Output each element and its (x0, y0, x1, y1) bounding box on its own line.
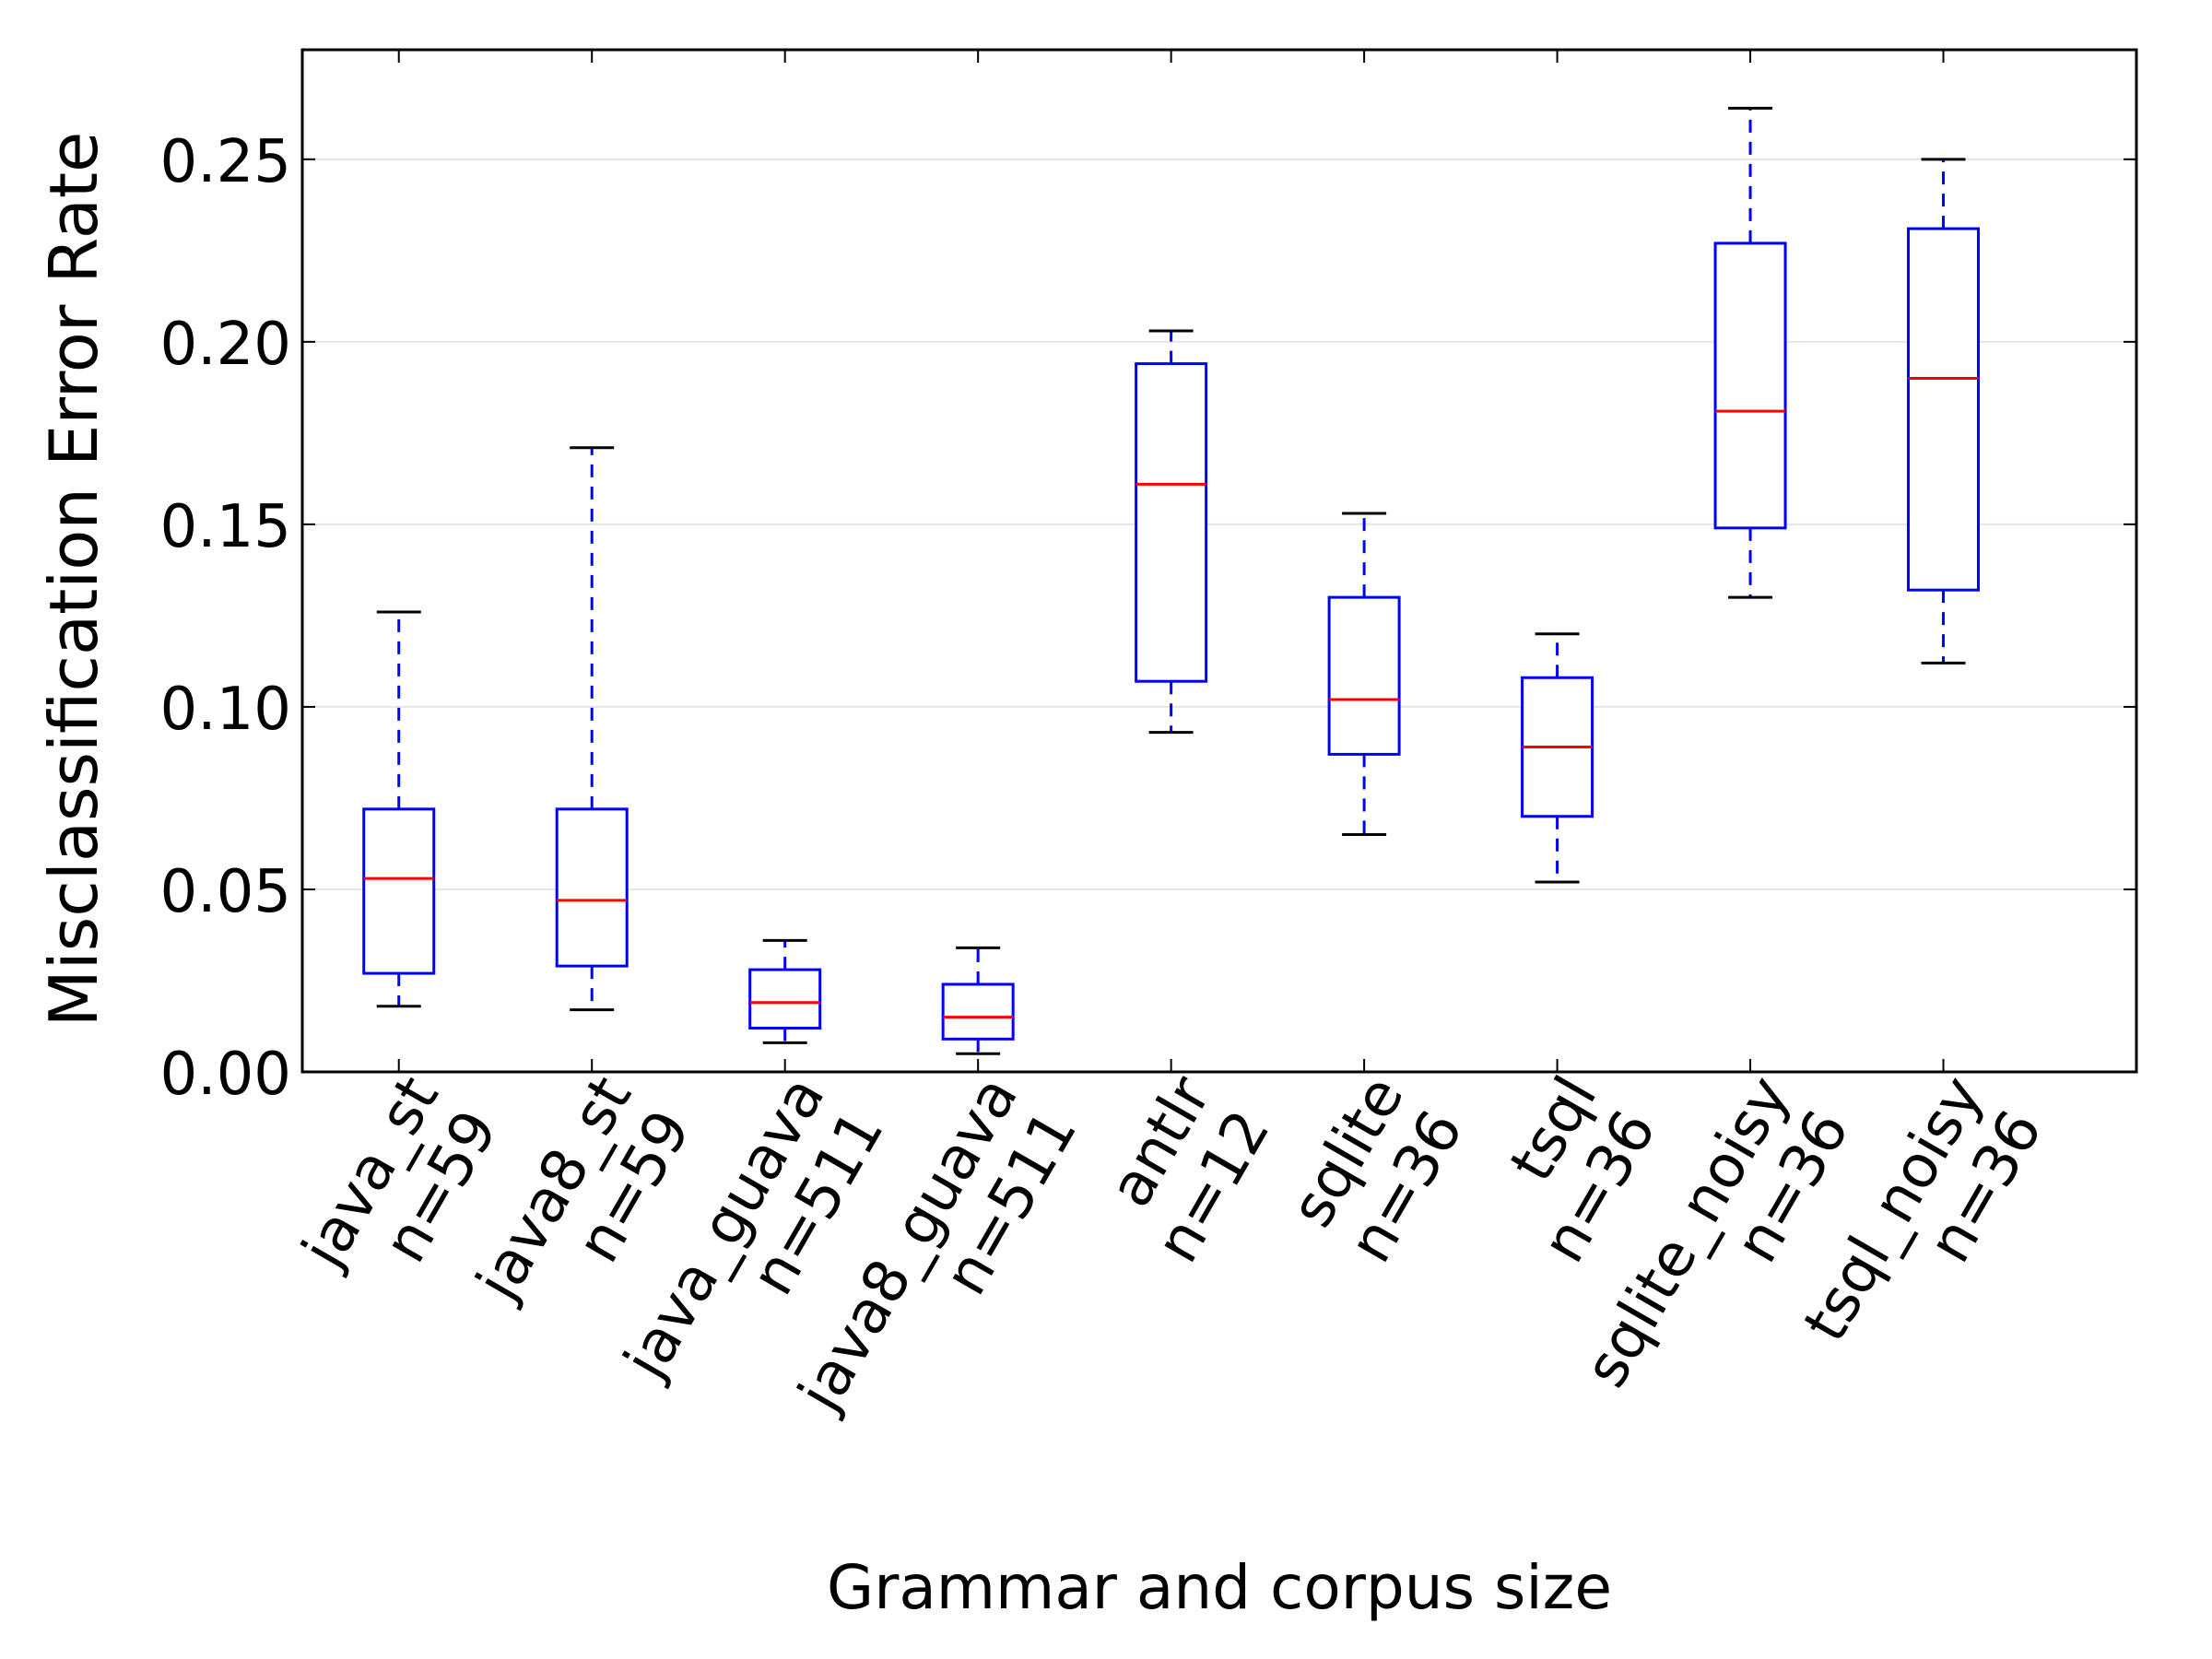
box-iqr (555, 807, 629, 968)
box-iqr (941, 982, 1015, 1041)
ytick-label: 0.25 (160, 128, 292, 196)
box-java8_st (555, 446, 629, 1012)
boxes (362, 106, 1981, 1055)
box-java_guava (748, 938, 822, 1044)
box-iqr (1713, 241, 1787, 530)
box-tsql (1521, 632, 1594, 884)
box-java_st (362, 610, 436, 1008)
x-axis-title: Grammar and corpus size (827, 1552, 1612, 1623)
y-axis-ticks: 0.00 0.05 0.10 0.15 0.20 0.25 (160, 128, 2136, 1109)
plot-frame (300, 48, 2138, 1074)
box-sqlite_noisy (1713, 106, 1787, 599)
box-iqr (1327, 595, 1401, 756)
box-iqr (362, 807, 436, 975)
box-java8_guava (941, 946, 1015, 1055)
box-sqlite (1327, 512, 1401, 837)
box-iqr (1907, 227, 1981, 592)
box-iqr (1135, 362, 1208, 683)
x-axis-ticks: java_stn=59java8_stn=59java_guavan=511ja… (288, 50, 2056, 1424)
ytick-label: 0.05 (160, 858, 292, 926)
box-iqr (748, 968, 822, 1030)
box-tsql_noisy (1907, 158, 1981, 665)
ytick-label: 0.20 (160, 311, 292, 379)
y-axis-title: Misclassification Error Rate (35, 132, 112, 1028)
ytick-label: 0.00 (160, 1041, 292, 1109)
ytick-label: 0.10 (160, 676, 292, 744)
box-antlr (1135, 329, 1208, 735)
gridlines (302, 158, 2136, 890)
ytick-label: 0.15 (160, 493, 292, 561)
